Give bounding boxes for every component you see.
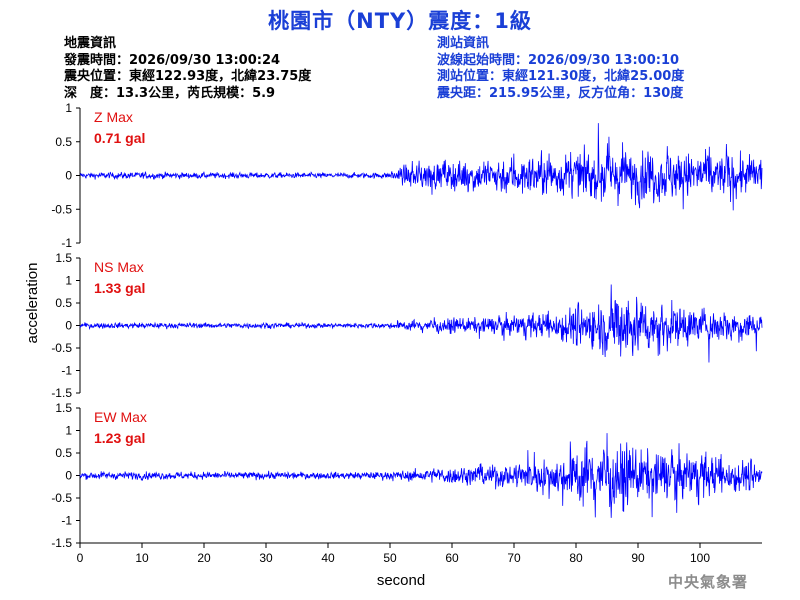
waveform-z xyxy=(79,123,763,211)
y-tick-label: 0 xyxy=(65,169,72,183)
y-tick-label: 0.5 xyxy=(55,135,72,149)
y-tick-label: 0 xyxy=(65,319,72,333)
x-tick-label: 60 xyxy=(445,551,459,565)
x-tick-label: 70 xyxy=(507,551,521,565)
y-tick-label: 0.5 xyxy=(55,296,72,310)
x-tick-label: 40 xyxy=(321,551,335,565)
series-max-label: NS Max xyxy=(94,259,144,275)
x-tick-label: 90 xyxy=(631,551,645,565)
y-tick-label: 1.5 xyxy=(55,251,72,265)
y-tick-label: -0.5 xyxy=(51,491,72,505)
series-max-value: 1.23 gal xyxy=(94,430,145,446)
x-tick-label: 30 xyxy=(259,551,273,565)
chart-title: 桃園市（NTY）震度：1級 xyxy=(268,9,532,33)
series-max-label: Z Max xyxy=(94,109,133,125)
y-axis-label: acceleration xyxy=(24,263,41,344)
x-tick-label: 0 xyxy=(77,551,84,565)
series-max-label: EW Max xyxy=(94,409,147,425)
x-tick-label: 10 xyxy=(135,551,149,565)
wave-start-time: 波線起始時間：2026/09/30 13:00:10 xyxy=(437,52,680,68)
waveform-ns xyxy=(79,284,763,363)
credit-label: 中央氣象署 xyxy=(667,573,748,591)
series-max-value: 1.33 gal xyxy=(94,280,145,296)
station-info-block: 測站資訊 波線起始時間：2026/09/30 13:00:10 測站位置：東經1… xyxy=(437,36,684,102)
y-tick-label: 0 xyxy=(65,469,72,483)
y-tick-label: -1 xyxy=(61,514,72,528)
y-tick-label: -1.5 xyxy=(51,386,72,400)
y-tick-label: -1 xyxy=(61,236,72,250)
depth-magnitude: 深 度：13.3公里，芮氏規模：5.9 xyxy=(64,85,276,101)
y-tick-label: -1 xyxy=(61,364,72,378)
x-tick-label: 80 xyxy=(569,551,583,565)
x-tick-label: 50 xyxy=(383,551,397,565)
origin-time: 發震時間：2026/09/30 13:00:24 xyxy=(64,52,281,68)
x-axis-label: second xyxy=(377,572,425,589)
y-tick-label: -0.5 xyxy=(51,202,72,216)
station-location: 測站位置：東經121.30度，北緯25.00度 xyxy=(437,69,685,84)
distance-azimuth: 震央距：215.95公里，反方位角：130度 xyxy=(437,85,684,101)
station-info-heading: 測站資訊 xyxy=(437,36,490,51)
y-tick-label: 1 xyxy=(65,274,72,288)
quake-info-block: 地震資訊 發震時間：2026/09/30 13:00:24 震央位置：東經122… xyxy=(64,36,311,102)
y-tick-label: 1 xyxy=(65,424,72,438)
x-tick-label: 20 xyxy=(197,551,211,565)
y-tick-label: 1.5 xyxy=(55,401,72,415)
quake-info-heading: 地震資訊 xyxy=(64,36,117,51)
y-tick-label: -1.5 xyxy=(51,536,72,550)
y-tick-label: -0.5 xyxy=(51,341,72,355)
y-tick-label: 1 xyxy=(65,101,72,115)
y-tick-label: 0.5 xyxy=(55,446,72,460)
epicenter-location: 震央位置：東經122.93度，北緯23.75度 xyxy=(64,69,312,84)
series-max-value: 0.71 gal xyxy=(94,130,145,146)
waveform-ew xyxy=(79,433,763,518)
x-tick-label: 100 xyxy=(690,551,710,565)
